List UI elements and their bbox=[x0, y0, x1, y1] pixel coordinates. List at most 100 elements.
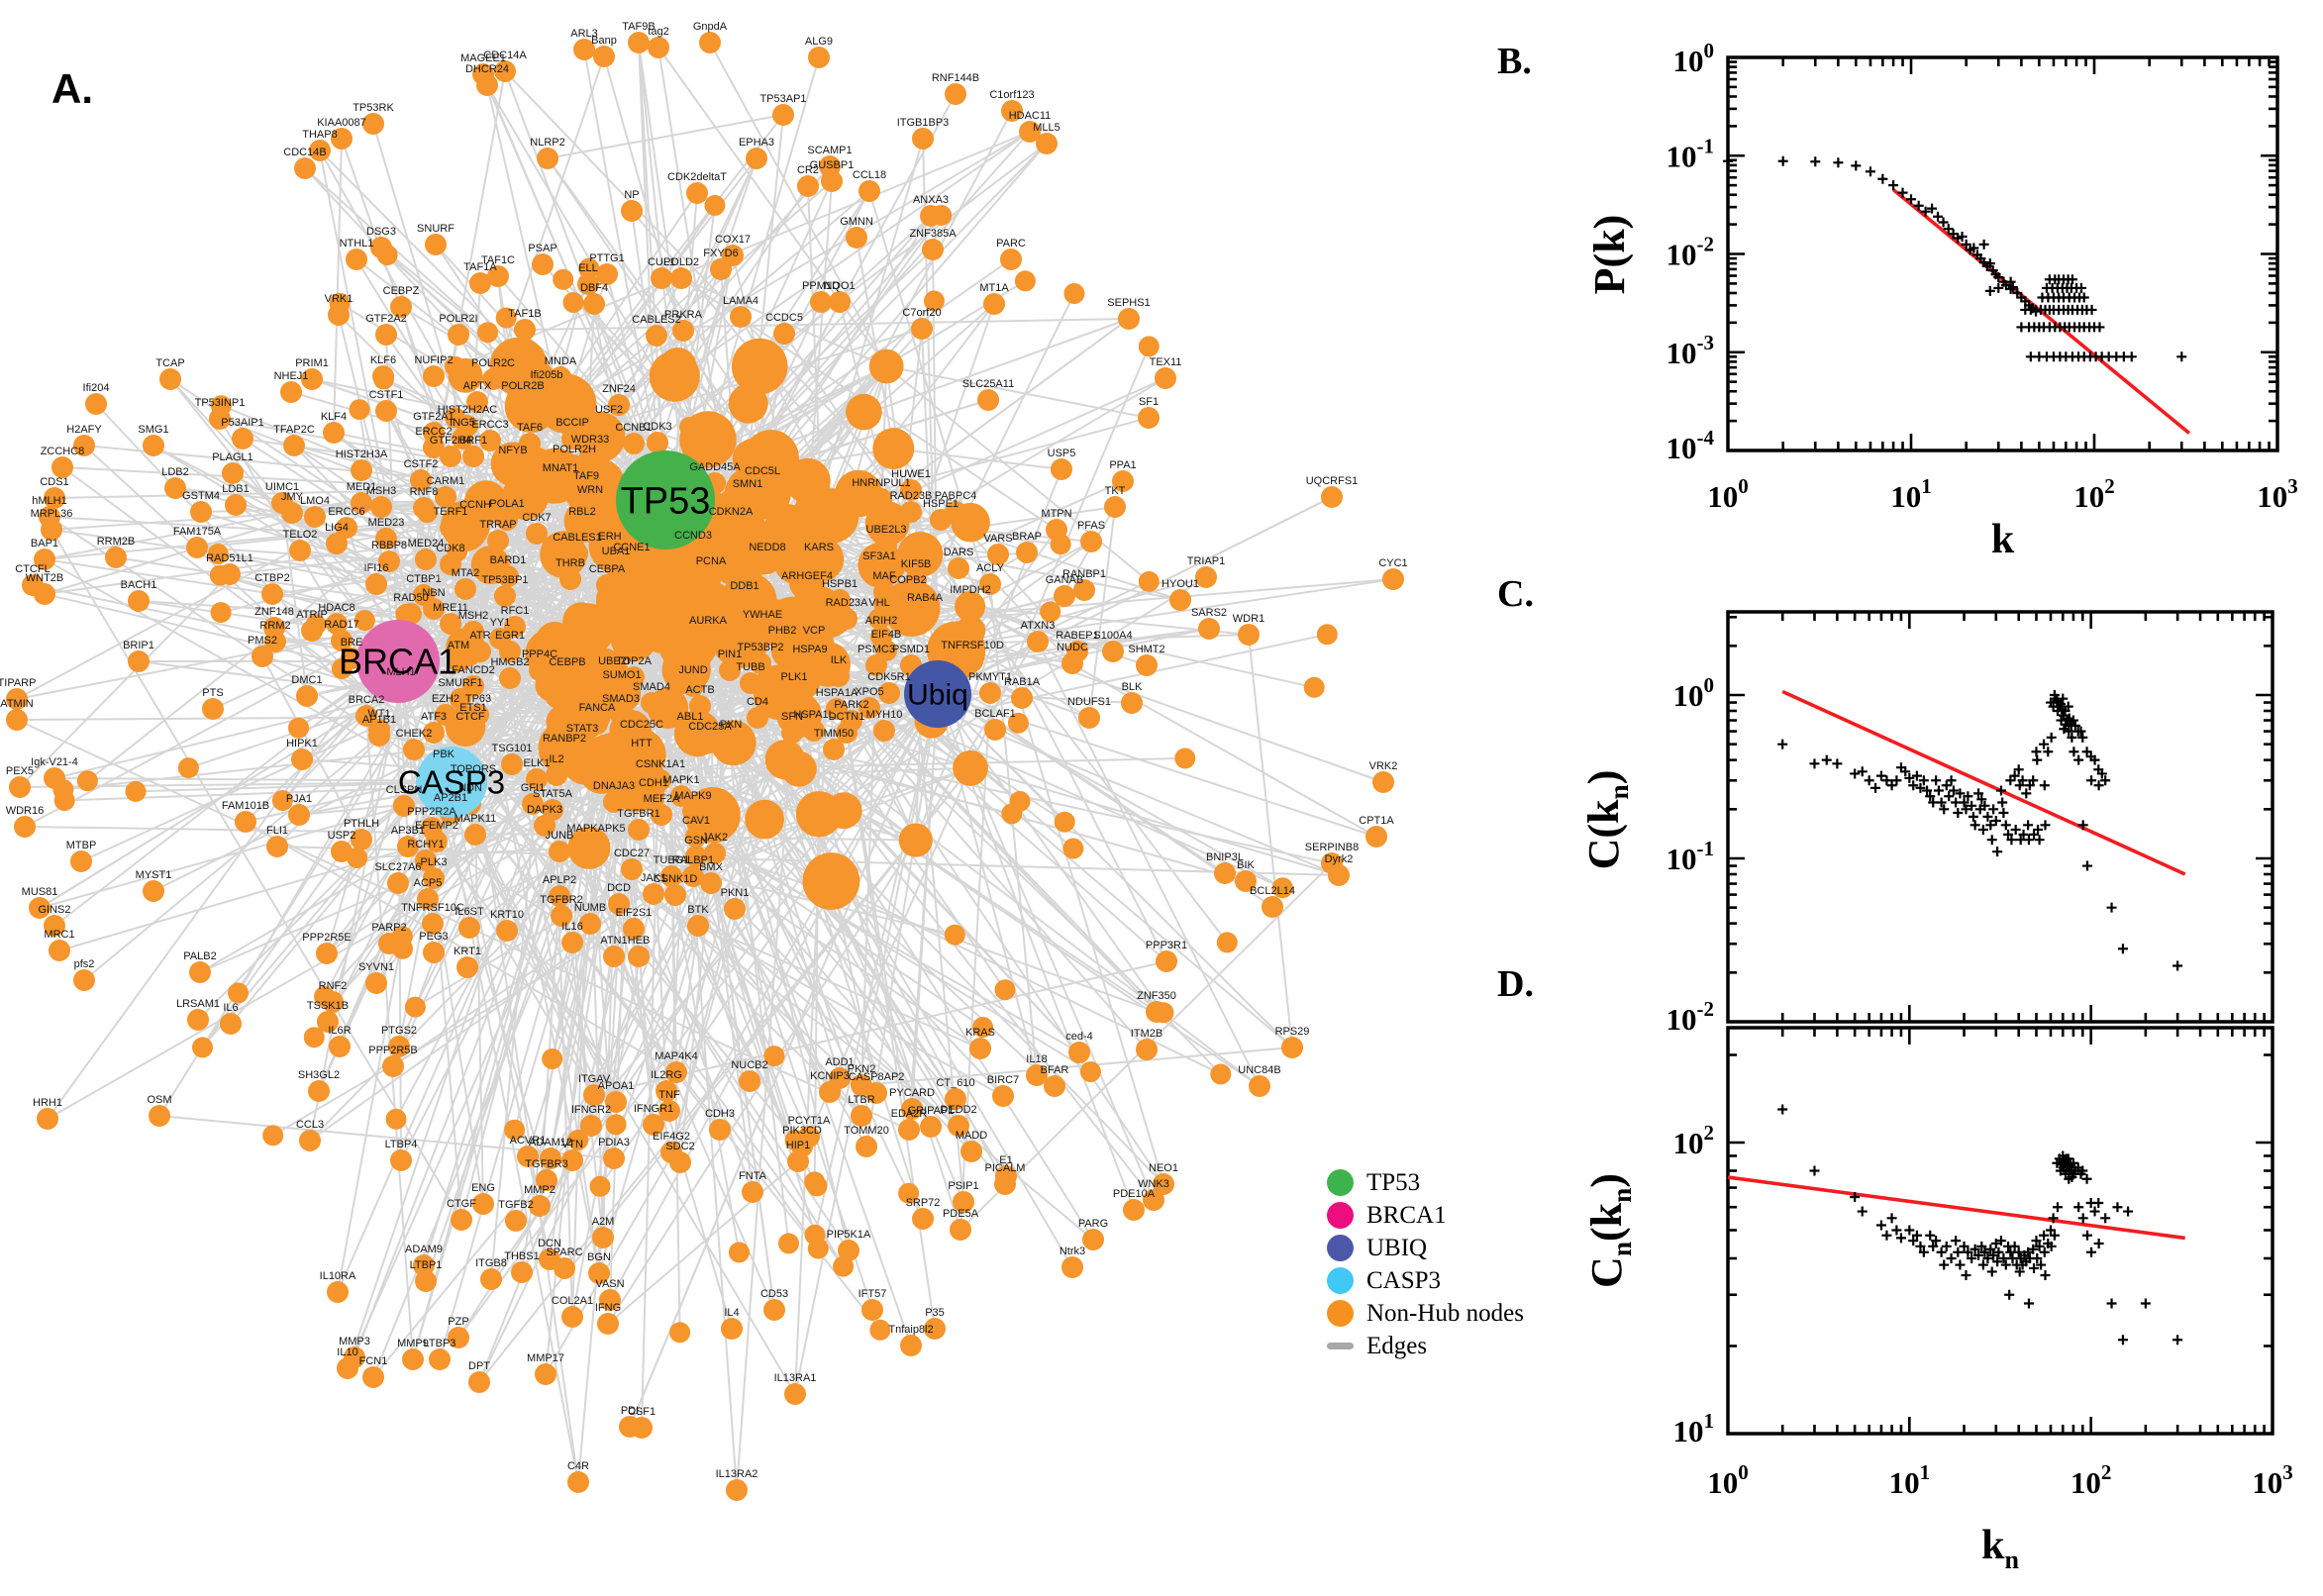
node-label: VTN bbox=[561, 1139, 583, 1150]
network-node bbox=[479, 430, 501, 451]
network-node bbox=[556, 667, 578, 689]
legend-dot-icon bbox=[1327, 1202, 1354, 1229]
network-edge bbox=[1248, 634, 1293, 1048]
network-node bbox=[328, 304, 350, 326]
node-label: RAD23A bbox=[826, 597, 868, 609]
node-label: EGR1 bbox=[495, 630, 525, 642]
network-node bbox=[836, 722, 858, 744]
data-point bbox=[2048, 1213, 2059, 1224]
node-label: FXYD6 bbox=[703, 248, 738, 259]
data-point bbox=[2032, 1252, 2043, 1263]
network-filler-node bbox=[562, 292, 584, 313]
data-point bbox=[1951, 797, 1962, 808]
network-node bbox=[440, 553, 461, 575]
node-label: CDC5L bbox=[745, 465, 780, 477]
node-label: ADD1 bbox=[825, 1056, 854, 1068]
node-label: hMLH1 bbox=[32, 495, 66, 507]
network-node bbox=[583, 293, 605, 315]
plot-panel-C: 100 10-1 10-2 C(kn) bbox=[1579, 610, 2274, 1037]
network-filler-node bbox=[728, 1242, 750, 1263]
network-node bbox=[415, 849, 437, 871]
network-node bbox=[400, 603, 422, 625]
network-node bbox=[417, 888, 439, 910]
node-label: C1orf123 bbox=[989, 89, 1034, 101]
network-node bbox=[423, 598, 445, 620]
network-node bbox=[322, 991, 344, 1013]
network-node bbox=[1104, 496, 1126, 518]
network-node bbox=[327, 1281, 349, 1303]
node-label: WNT2B bbox=[26, 572, 64, 584]
network-node bbox=[105, 547, 127, 568]
node-label: TAF9B bbox=[622, 21, 655, 33]
data-point bbox=[1723, 155, 1733, 166]
network-node bbox=[682, 541, 704, 562]
network-edge bbox=[827, 663, 1167, 962]
node-label: THBS1 bbox=[504, 1250, 539, 1262]
data-point bbox=[2100, 1213, 2111, 1224]
node-label: ITGB1BP3 bbox=[897, 117, 950, 129]
tick-label: 100 bbox=[1673, 39, 1715, 78]
node-label: NDN bbox=[458, 782, 482, 794]
network-node bbox=[930, 509, 952, 531]
network-node bbox=[699, 32, 721, 53]
network-node bbox=[873, 581, 895, 603]
network-node bbox=[355, 705, 377, 727]
network-node bbox=[331, 841, 353, 862]
network-node bbox=[44, 767, 65, 789]
network-node bbox=[519, 433, 541, 454]
node-label: CSTF1 bbox=[369, 389, 404, 401]
network-node bbox=[628, 32, 650, 53]
data-point bbox=[1891, 1225, 1902, 1236]
network-node bbox=[429, 1348, 451, 1370]
data-point bbox=[1976, 1241, 1987, 1251]
node-label: HNRNPUL1 bbox=[852, 477, 910, 489]
node-label: PPP2R5E bbox=[302, 932, 352, 944]
network-node bbox=[561, 1306, 583, 1328]
node-label: KIAA0087 bbox=[317, 117, 366, 129]
network-node bbox=[289, 540, 311, 561]
data-point bbox=[2043, 747, 2054, 757]
data-point bbox=[2123, 1206, 2134, 1217]
node-label: FANCA bbox=[579, 702, 616, 714]
network-filler-node bbox=[669, 1322, 691, 1344]
node-label: PTGS2 bbox=[381, 1025, 417, 1037]
node-label: DAPK3 bbox=[527, 804, 562, 816]
network-node bbox=[900, 501, 922, 523]
network-filler-node bbox=[1138, 570, 1160, 592]
hub-label-casp3: CASP3 bbox=[398, 764, 505, 801]
network-filler-node bbox=[288, 717, 309, 739]
network-node bbox=[499, 667, 521, 689]
data-point bbox=[1992, 1256, 2003, 1267]
network-node bbox=[487, 530, 509, 551]
network-node bbox=[599, 1289, 621, 1311]
network-node bbox=[829, 291, 851, 313]
node-label: PIK3CD bbox=[782, 1125, 822, 1137]
node-label: KLF4 bbox=[321, 411, 347, 423]
network-filler-node bbox=[745, 799, 784, 840]
network-node bbox=[440, 613, 461, 635]
network-node bbox=[232, 428, 253, 449]
legend-dot-icon bbox=[1327, 1235, 1354, 1261]
network-node bbox=[747, 707, 768, 729]
network-node bbox=[323, 422, 345, 444]
data-point bbox=[1850, 768, 1861, 779]
network-node bbox=[810, 291, 832, 313]
data-point bbox=[1939, 1259, 1950, 1270]
network-node bbox=[720, 517, 742, 539]
network-node bbox=[861, 1299, 883, 1321]
network-edge bbox=[436, 841, 615, 957]
node-label: BMX bbox=[699, 861, 724, 873]
network-node bbox=[512, 391, 534, 413]
node-label: IL6ST bbox=[454, 906, 484, 918]
network-node bbox=[487, 265, 509, 287]
data-point bbox=[2025, 351, 2036, 362]
network-node bbox=[897, 585, 919, 607]
network-node bbox=[608, 893, 630, 915]
node-label: ATR bbox=[469, 630, 490, 642]
network-node bbox=[646, 325, 667, 347]
node-label: ATM bbox=[448, 640, 469, 651]
node-label: CCL3 bbox=[296, 1119, 324, 1131]
data-point bbox=[2093, 1238, 2104, 1248]
data-point bbox=[1936, 1247, 1947, 1257]
network-node bbox=[466, 391, 488, 413]
